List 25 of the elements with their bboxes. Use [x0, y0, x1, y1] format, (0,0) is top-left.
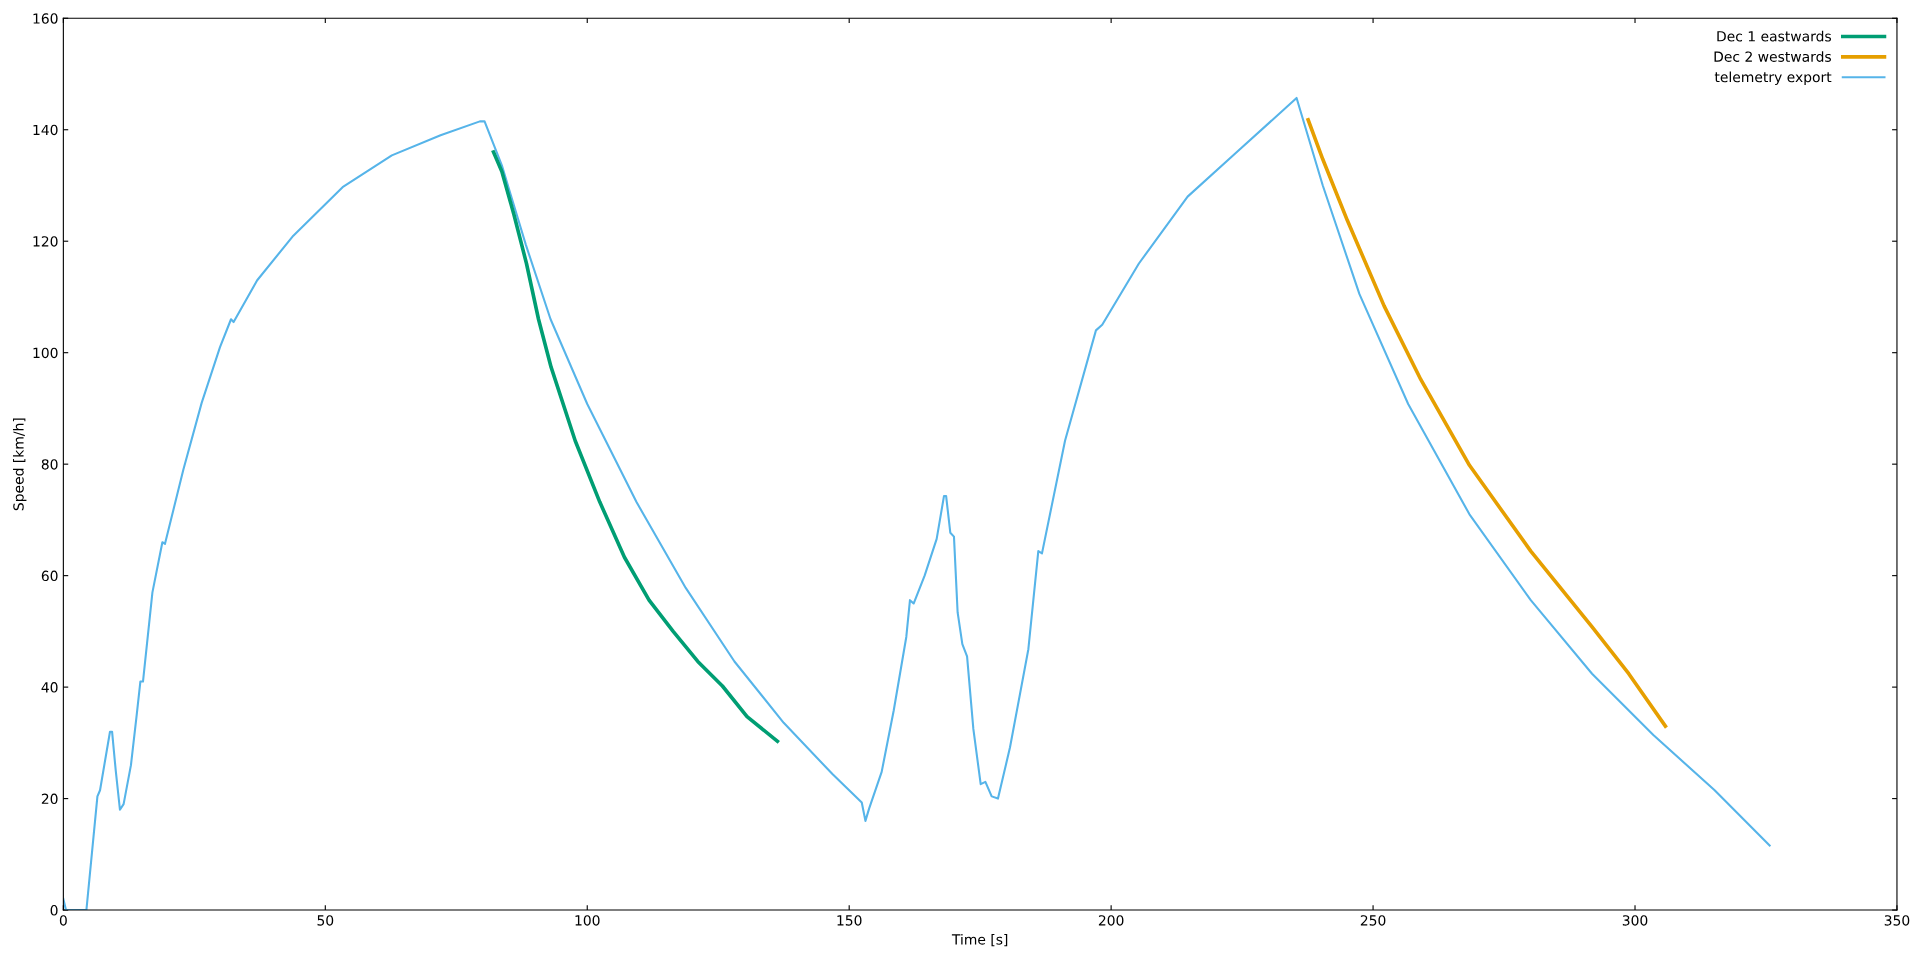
- y-tick-label: 20: [41, 793, 58, 805]
- line-series: [1306, 117, 1668, 728]
- y-tick-label: 40: [41, 682, 58, 693]
- legend-label: Dec 2 westwards: [1714, 51, 1832, 62]
- y-tick-label: 100: [33, 347, 58, 359]
- legend-label: telemetry export: [1714, 71, 1832, 85]
- x-tick-label: 200: [1098, 915, 1124, 926]
- y-axis-title: Speed [km/h]: [12, 418, 27, 511]
- x-tick-label: 350: [1884, 915, 1910, 926]
- x-tick-label: 0: [59, 915, 67, 926]
- x-tick-label: 50: [317, 915, 334, 926]
- y-tick-label: 120: [33, 236, 58, 247]
- y-tick-label: 160: [33, 13, 58, 24]
- x-tick-label: 300: [1622, 915, 1648, 926]
- x-tick-label: 100: [575, 915, 600, 926]
- y-tick-label: 0: [50, 905, 58, 916]
- x-axis-title: Time [s]: [951, 933, 1008, 947]
- y-tick-label: 80: [41, 459, 58, 470]
- legend-label: Dec 1 eastwards: [1717, 30, 1832, 42]
- line-series: [491, 150, 780, 743]
- y-tick-label: 60: [41, 570, 58, 582]
- x-tick-label: 250: [1360, 915, 1386, 926]
- y-tick-label: 140: [33, 124, 58, 136]
- line-series: [63, 96, 1771, 911]
- x-tick-label: 150: [837, 915, 862, 926]
